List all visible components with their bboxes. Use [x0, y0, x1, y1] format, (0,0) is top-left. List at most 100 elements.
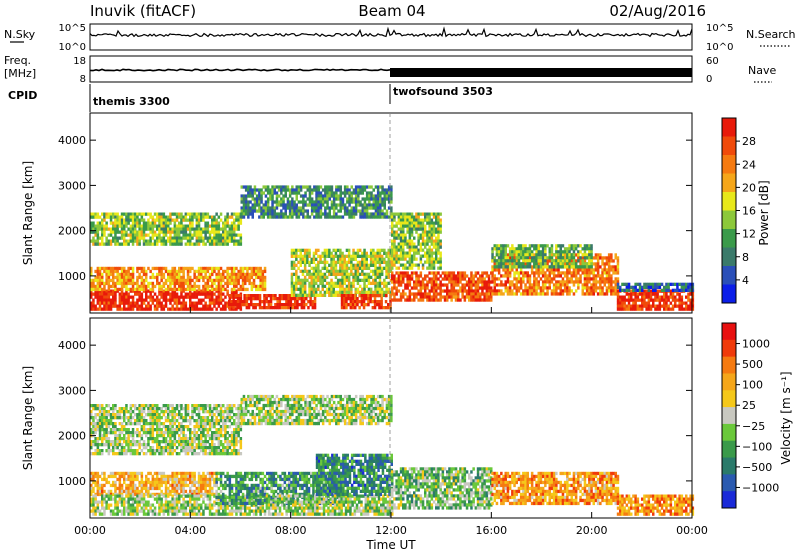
heatmap-cell — [566, 247, 569, 251]
heatmap-cell — [310, 290, 313, 294]
heatmap-cell — [641, 304, 644, 308]
heatmap-cell — [669, 282, 673, 286]
heatmap-cell — [552, 268, 556, 272]
heatmap-cell — [107, 295, 111, 299]
heatmap-cell — [226, 289, 229, 293]
heatmap-cell — [511, 247, 514, 251]
heatmap-cell — [147, 301, 150, 305]
heatmap-cell — [483, 280, 486, 284]
heatmap-cell — [153, 230, 157, 234]
heatmap-cell — [506, 265, 510, 269]
heatmap-cell — [273, 200, 276, 204]
heatmap-cell — [583, 286, 587, 290]
heatmap-cell — [397, 212, 401, 216]
heatmap-cell — [513, 262, 516, 266]
heatmap-cell — [307, 306, 310, 310]
heatmap-cell — [142, 298, 146, 302]
heatmap-cell — [116, 307, 119, 311]
heatmap-cell — [572, 274, 576, 278]
heatmap-cell — [361, 266, 364, 270]
heatmap-cell — [404, 266, 407, 270]
heatmap-cell — [171, 304, 174, 308]
heatmap-cell — [269, 303, 273, 307]
heatmap-cell — [511, 265, 514, 269]
heatmap-cell — [306, 251, 309, 255]
heatmap-cell — [627, 292, 631, 296]
heatmap-cell — [206, 269, 210, 274]
heatmap-cell — [328, 293, 331, 297]
heatmap-cell — [233, 230, 236, 234]
heatmap-cell — [370, 203, 373, 207]
heatmap-cell — [299, 281, 302, 285]
heatmap-cell — [319, 191, 323, 195]
heatmap-cell — [285, 306, 288, 310]
heatmap-cell — [391, 245, 394, 249]
heatmap-cell — [339, 248, 342, 252]
heatmap-cell — [295, 287, 298, 291]
heatmap-cell — [511, 268, 514, 272]
heatmap-cell — [149, 281, 152, 286]
heatmap-cell — [151, 301, 155, 305]
heatmap-cell — [390, 185, 393, 189]
heatmap-cell — [112, 413, 115, 417]
heatmap-cell — [222, 269, 225, 274]
heatmap-cell — [572, 244, 576, 248]
heatmap-cell — [136, 218, 139, 222]
heatmap-cell — [399, 218, 403, 222]
heatmap-cell — [305, 297, 308, 301]
freq-trace — [89, 68, 391, 72]
heatmap-cell — [497, 256, 501, 260]
heatmap-cell — [262, 215, 265, 219]
heatmap-cell — [92, 301, 95, 305]
heatmap-cell — [184, 304, 188, 308]
heatmap-cell — [208, 239, 212, 243]
heatmap-cell — [616, 271, 620, 275]
heatmap-cell — [533, 271, 536, 275]
heatmap-cell — [537, 256, 540, 260]
heatmap-cell — [363, 251, 366, 255]
heatmap-cell — [173, 275, 177, 280]
heatmap-cell — [552, 262, 556, 266]
heatmap-cell — [350, 260, 353, 264]
heatmap-cell — [339, 284, 342, 288]
heatmap-cell — [616, 289, 620, 293]
heatmap-cell — [559, 286, 562, 290]
heatmap-cell — [474, 283, 478, 287]
heatmap-cell — [186, 278, 190, 283]
heatmap-cell — [691, 304, 695, 308]
heatmap-cell — [424, 224, 427, 228]
power-heatmap — [90, 185, 695, 311]
heatmap-cell — [632, 288, 635, 292]
heatmap-cell — [687, 304, 690, 308]
heatmap-cell — [127, 301, 130, 305]
heatmap-cell — [590, 253, 593, 257]
heatmap-cell — [244, 281, 247, 286]
heatmap-cell — [559, 256, 562, 260]
heatmap-cell — [356, 263, 360, 267]
heatmap-cell — [278, 303, 282, 307]
heatmap-cell — [417, 212, 420, 216]
heatmap-cell — [517, 256, 521, 260]
heatmap-cell — [426, 218, 429, 222]
heatmap-cell — [454, 295, 458, 299]
heatmap-cell — [645, 304, 648, 308]
heatmap-cell — [465, 295, 469, 299]
heatmap-cell — [284, 212, 287, 216]
heatmap-cell — [98, 431, 102, 435]
heatmap-cell — [195, 218, 199, 222]
heatmap-cell — [452, 271, 456, 275]
heatmap-cell — [381, 197, 384, 201]
heatmap-cell — [506, 253, 510, 257]
heatmap-cell — [255, 194, 259, 198]
heatmap-cell — [607, 280, 611, 284]
heatmap-cell — [667, 307, 670, 311]
heatmap-cell — [504, 289, 507, 293]
heatmap-cell — [116, 269, 119, 274]
heatmap-cell — [519, 265, 523, 269]
heatmap-cell — [616, 301, 620, 305]
heatmap-cell — [541, 286, 545, 290]
heatmap-cell — [541, 244, 545, 248]
heatmap-cell — [461, 271, 464, 275]
heatmap-cell — [114, 301, 117, 305]
heatmap-cell — [167, 269, 170, 274]
